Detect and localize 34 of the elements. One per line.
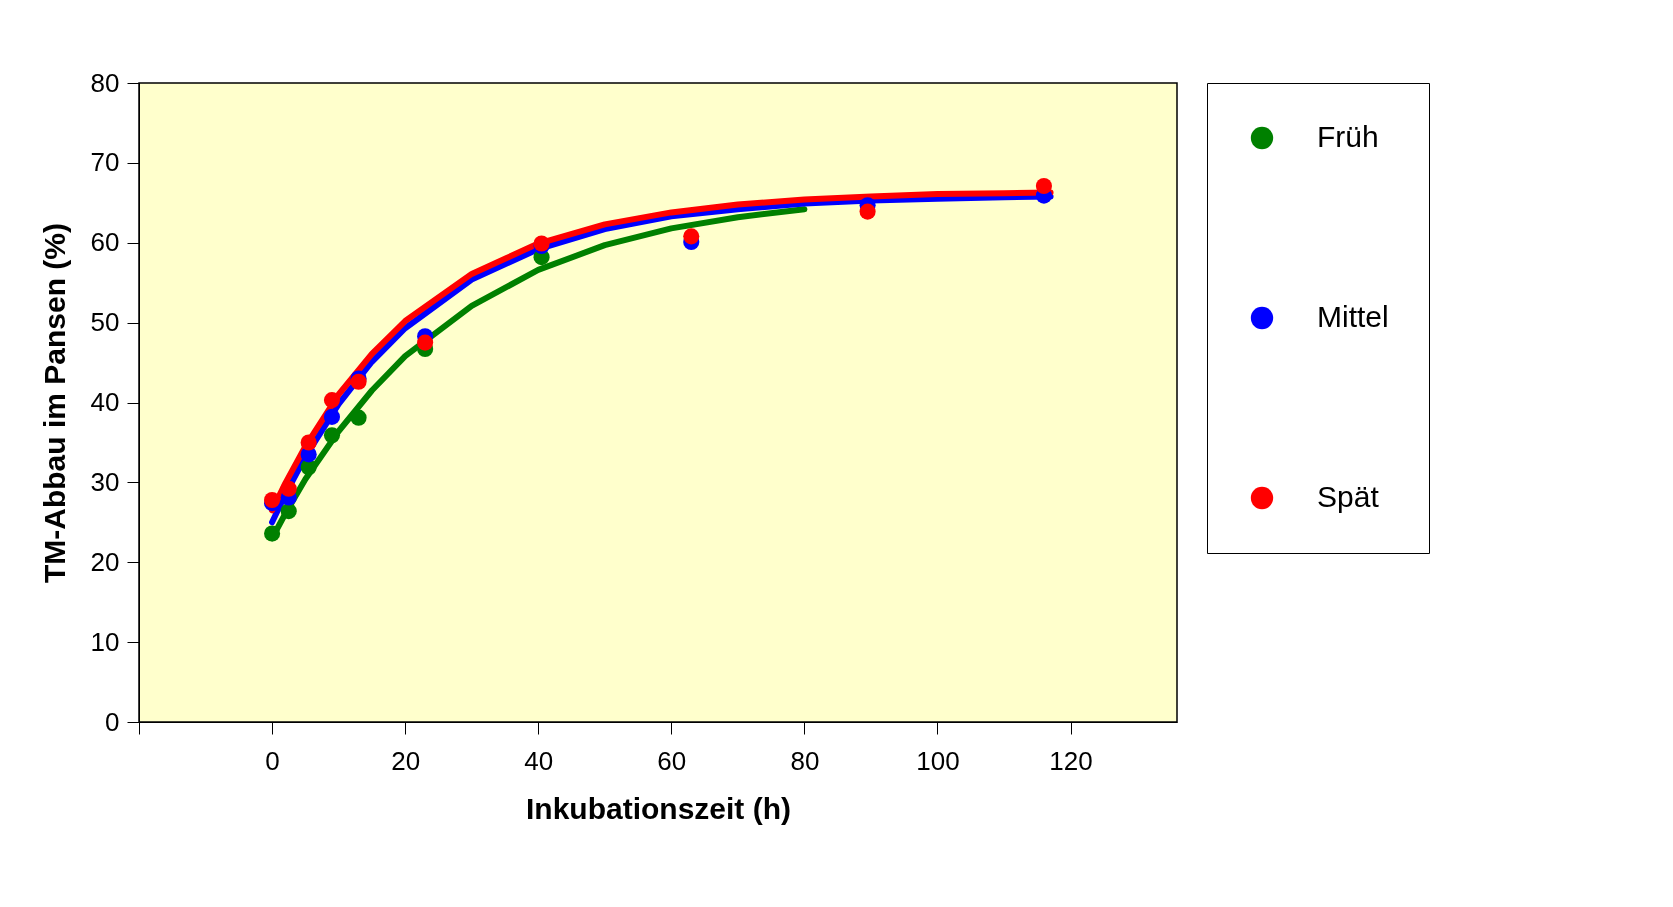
y-tick-label: 70 bbox=[90, 147, 120, 178]
point bbox=[323, 392, 341, 409]
point bbox=[350, 409, 367, 426]
y-tick-label: 0 bbox=[105, 706, 120, 737]
point bbox=[417, 334, 434, 351]
y-tick-label: 80 bbox=[90, 67, 120, 98]
x-tick-label: 0 bbox=[265, 745, 280, 776]
y-tick-label: 50 bbox=[90, 307, 120, 338]
x-axis-title: Inkubationszeit (h) bbox=[526, 791, 791, 825]
point bbox=[323, 427, 341, 444]
y-tick-label: 30 bbox=[90, 466, 120, 497]
point bbox=[859, 203, 876, 220]
point bbox=[1035, 177, 1052, 195]
y-tick-label: 20 bbox=[90, 546, 120, 577]
y-axis-title: TM-Abbau im Pansen (%) bbox=[37, 222, 71, 584]
point bbox=[280, 503, 297, 520]
y-tick-label: 10 bbox=[90, 626, 120, 657]
point bbox=[264, 491, 281, 508]
y-tick-label: 40 bbox=[90, 387, 120, 417]
legend-label: Mittel bbox=[1317, 300, 1389, 333]
x-tick-label: 40 bbox=[524, 745, 554, 776]
point bbox=[264, 525, 281, 542]
x-tick-label: 100 bbox=[916, 745, 960, 776]
x-tick-label: 120 bbox=[1049, 745, 1093, 776]
x-tick-label: 60 bbox=[657, 745, 687, 776]
legend-label: Spät bbox=[1317, 480, 1380, 513]
x-tick-label: 80 bbox=[790, 745, 820, 776]
point bbox=[323, 408, 341, 425]
legend-label: Früh bbox=[1317, 120, 1379, 153]
point bbox=[300, 434, 317, 451]
y-tick-label: 60 bbox=[90, 227, 120, 258]
x-tick-label: 20 bbox=[391, 745, 421, 776]
point bbox=[280, 480, 297, 497]
point bbox=[683, 228, 700, 245]
